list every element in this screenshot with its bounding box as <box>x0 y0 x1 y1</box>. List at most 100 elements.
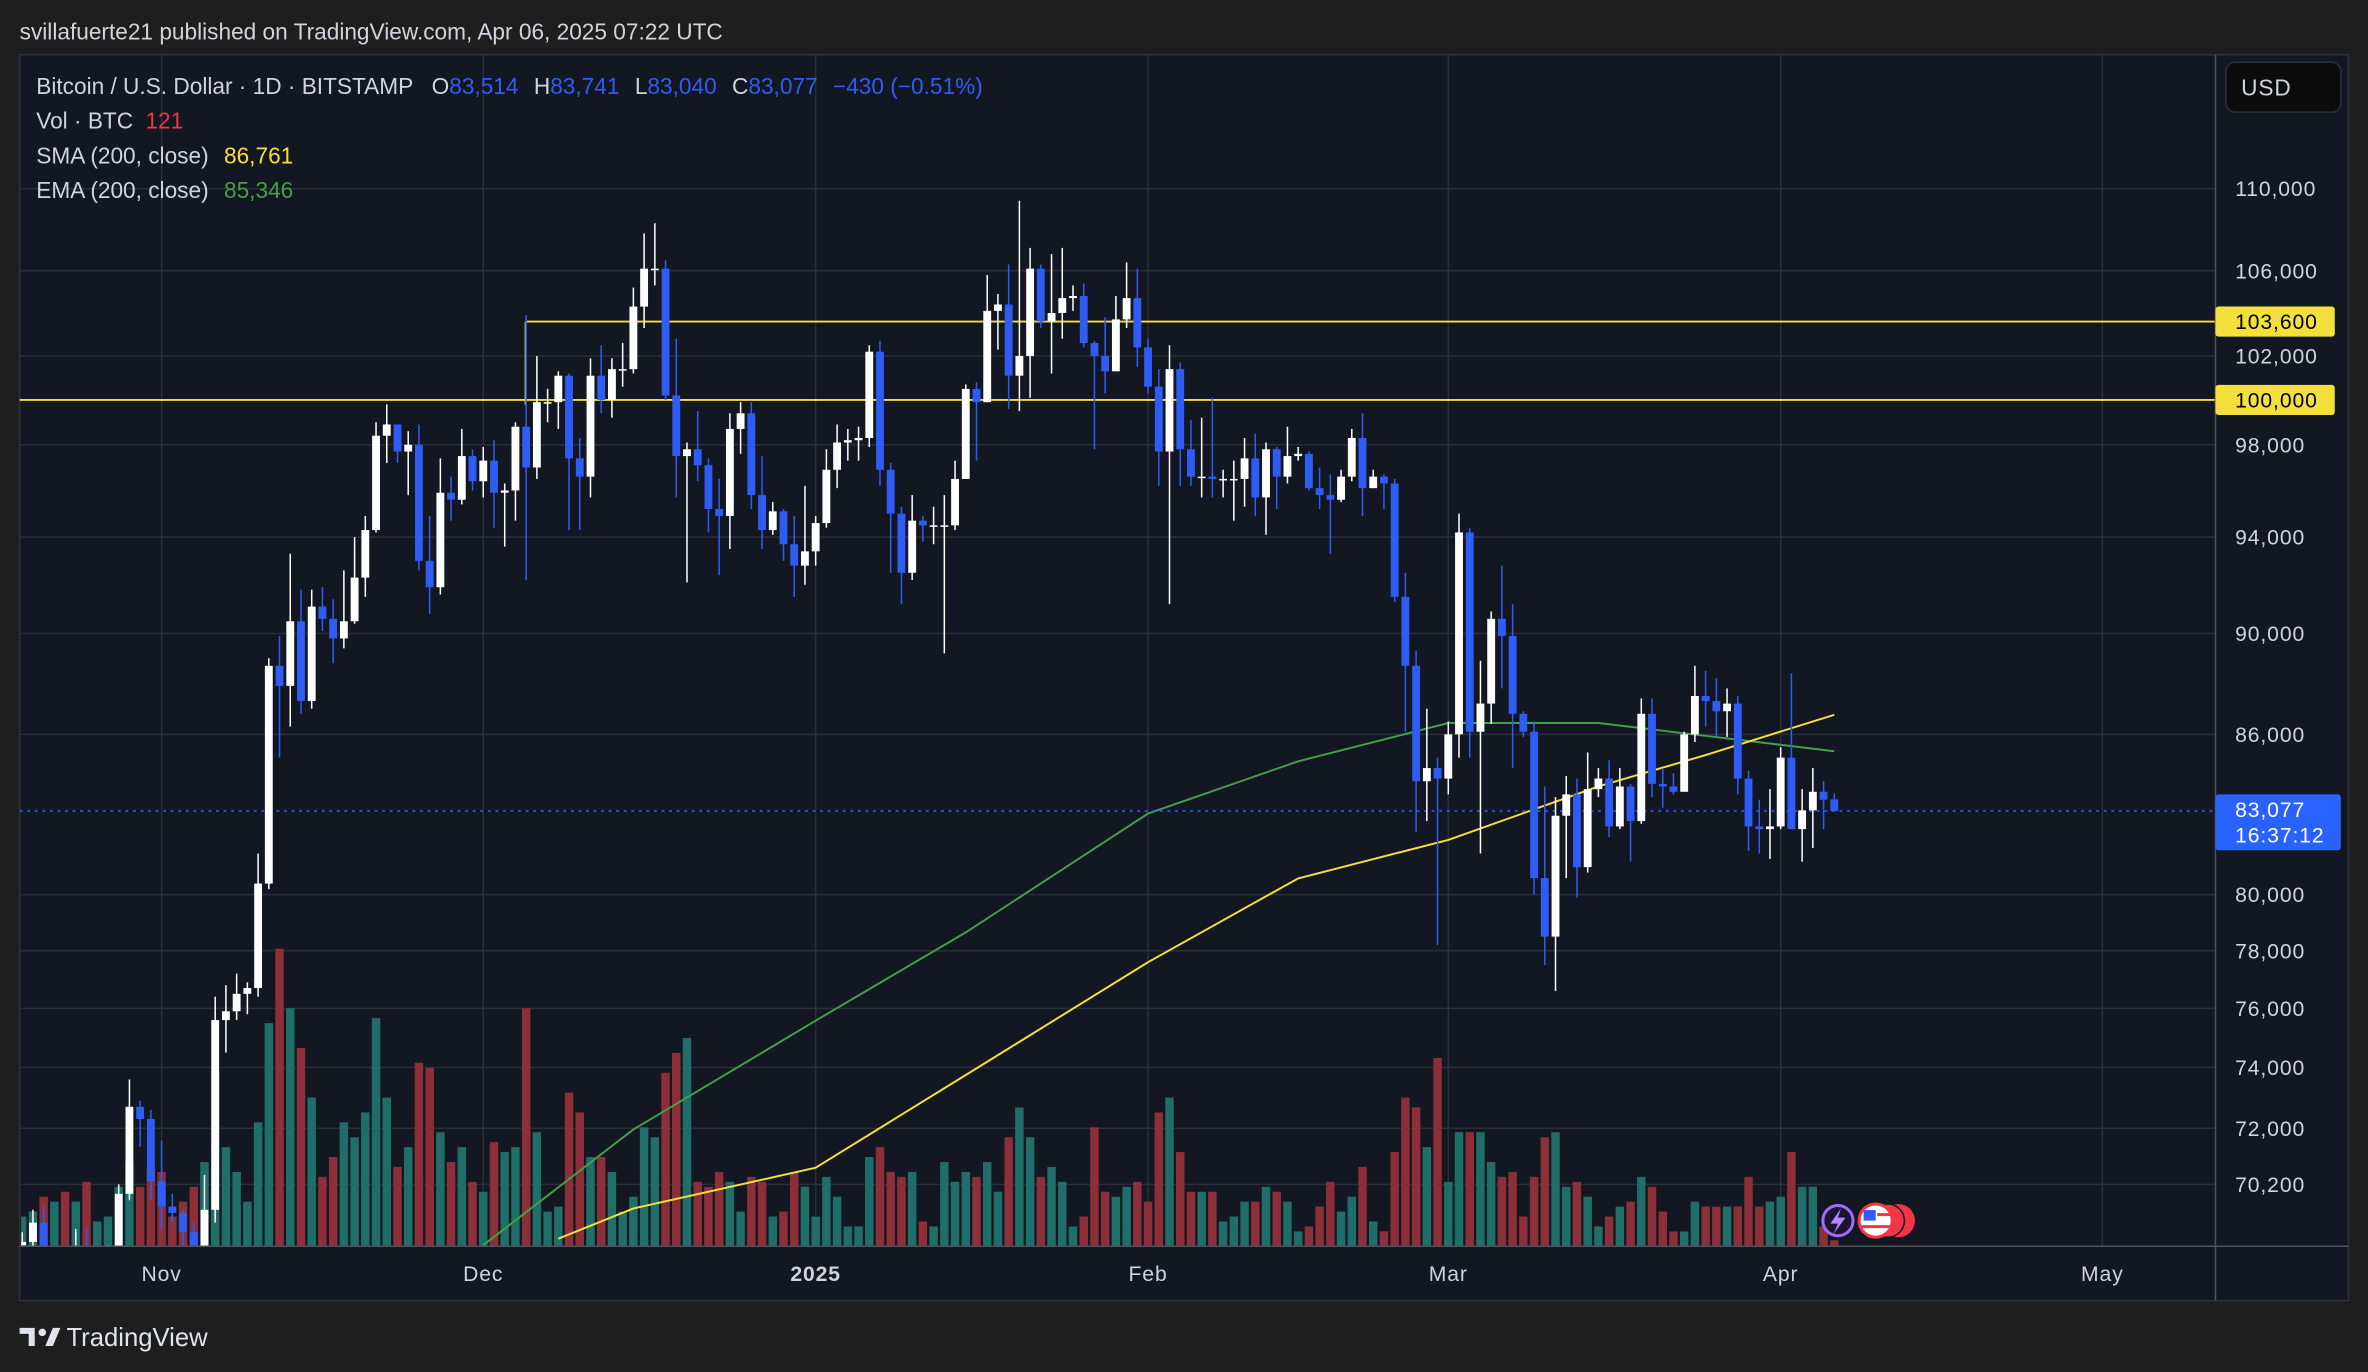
volume-bar <box>1401 1097 1410 1247</box>
candle-body <box>661 268 670 396</box>
volume-bar <box>1165 1097 1174 1247</box>
volume-bar <box>972 1176 981 1247</box>
volume-bar <box>1647 1186 1657 1247</box>
chart-area[interactable] <box>18 53 2350 1302</box>
volume-bar <box>436 1132 445 1247</box>
volume-bar <box>511 1147 520 1247</box>
candle-body <box>618 369 627 371</box>
candle-body <box>1690 695 1699 735</box>
legend-ema-row[interactable]: EMA (200, close) 85,346 <box>36 177 293 203</box>
candle-body <box>768 511 777 531</box>
symbol-title[interactable]: Bitcoin / U.S. Dollar · 1D · BITSTAMP <box>36 73 413 99</box>
candle-body <box>1637 713 1646 822</box>
candle-body <box>801 551 809 566</box>
candle-body <box>522 426 531 468</box>
us-flag-event-icon[interactable] <box>1857 1202 1894 1239</box>
tradingview-logo[interactable]: TradingView <box>19 1324 208 1352</box>
level-price-label: 103,600 <box>2235 311 2318 334</box>
candle-body <box>1079 296 1088 344</box>
candle-body <box>1122 298 1131 320</box>
candle-body <box>994 304 1002 311</box>
price-axis[interactable]: 110,000 106,000 102,000 98,000 94,000 90,000 8… <box>2235 178 2318 1197</box>
candle-body <box>232 993 241 1012</box>
candle-body <box>1798 810 1807 830</box>
volume-bar <box>779 1211 788 1247</box>
volume-bar <box>1143 1201 1153 1247</box>
volume-bar <box>1712 1206 1721 1247</box>
volume-bar <box>832 1196 842 1247</box>
price-tick-label: 80,000 <box>2235 884 2305 907</box>
volume-bar <box>1261 1186 1271 1247</box>
candle-body <box>168 1206 177 1213</box>
candle-body <box>1412 665 1421 782</box>
price-tick-label: 90,000 <box>2235 623 2305 646</box>
volume-bar <box>789 1171 799 1247</box>
volume-bar <box>1776 1196 1785 1247</box>
candle-body <box>543 402 552 404</box>
price-axis-badges: 103,600 100,000 83,077 16:37:12 <box>2215 306 2341 851</box>
volume-bar <box>672 1052 681 1247</box>
volume-bar <box>1733 1206 1743 1247</box>
volume-bar <box>1765 1201 1775 1247</box>
time-tick-label: 2025 <box>790 1263 841 1286</box>
legend-sma-row[interactable]: SMA (200, close) 86,761 <box>36 142 293 168</box>
volume-bar <box>1551 1132 1560 1247</box>
volume-bar <box>1583 1196 1592 1247</box>
price-tick-label: 72,000 <box>2235 1118 2305 1141</box>
volume-bar <box>403 1147 413 1247</box>
volume-bar <box>950 1181 960 1247</box>
volume-bar <box>1744 1176 1753 1247</box>
candle-body <box>415 444 423 561</box>
candle-body <box>565 375 573 459</box>
volume-bar <box>1604 1216 1614 1247</box>
volume-bar <box>468 1181 477 1247</box>
candle-body <box>1819 791 1828 800</box>
volume-bar <box>993 1191 1003 1247</box>
volume-bar <box>339 1122 349 1247</box>
candle-body <box>1733 703 1742 779</box>
candle-body <box>736 413 745 429</box>
candle-body <box>1240 458 1249 479</box>
candle-body <box>1144 347 1152 387</box>
candle-body <box>21 1241 27 1246</box>
sma-value: 86,761 <box>224 142 293 168</box>
volume-bar <box>768 1216 777 1247</box>
candle-body <box>1433 768 1442 779</box>
candle-body <box>886 469 895 514</box>
candle-body <box>114 1193 123 1247</box>
candle-body <box>790 544 799 566</box>
candle-body <box>1347 437 1356 477</box>
volume-bar <box>221 1147 231 1247</box>
currency-button[interactable]: USD <box>2225 61 2342 113</box>
candle-body <box>1015 356 1024 376</box>
volume-bar <box>1658 1211 1667 1247</box>
volume-bar <box>1422 1147 1432 1247</box>
legend-volume-row[interactable]: Vol · BTC 121 <box>36 108 183 134</box>
time-tick-label: May <box>2081 1263 2124 1286</box>
volume-bar <box>1347 1196 1357 1247</box>
volume-bar <box>1540 1137 1550 1247</box>
volume-bar <box>1679 1231 1689 1247</box>
candle-body <box>329 618 338 639</box>
volume-bar <box>457 1147 467 1247</box>
candle-body <box>843 440 852 443</box>
candle-body <box>189 1232 198 1247</box>
level-price-badge <box>2215 384 2335 416</box>
volume-bar <box>1154 1112 1164 1247</box>
us-flag-icon <box>1863 1210 1876 1221</box>
volume-bar <box>1122 1186 1131 1247</box>
price-tick-label: 98,000 <box>2235 434 2305 457</box>
candle-body <box>1197 476 1206 479</box>
time-axis[interactable]: Nov Dec 2025 Feb Mar Apr May <box>141 1263 2123 1286</box>
volume-bar <box>307 1097 316 1247</box>
events-markers[interactable] <box>1821 1202 1915 1239</box>
candle-body <box>254 883 263 989</box>
candle-body <box>179 1212 187 1233</box>
candle-body <box>672 395 681 457</box>
volume-bar <box>1326 1181 1335 1247</box>
volume-bar <box>1615 1206 1625 1247</box>
candle-body <box>1712 701 1721 712</box>
change-value: −430 (−0.51%) <box>833 73 983 99</box>
price-tick-label: 74,000 <box>2235 1057 2305 1080</box>
low-label: L <box>635 73 648 99</box>
